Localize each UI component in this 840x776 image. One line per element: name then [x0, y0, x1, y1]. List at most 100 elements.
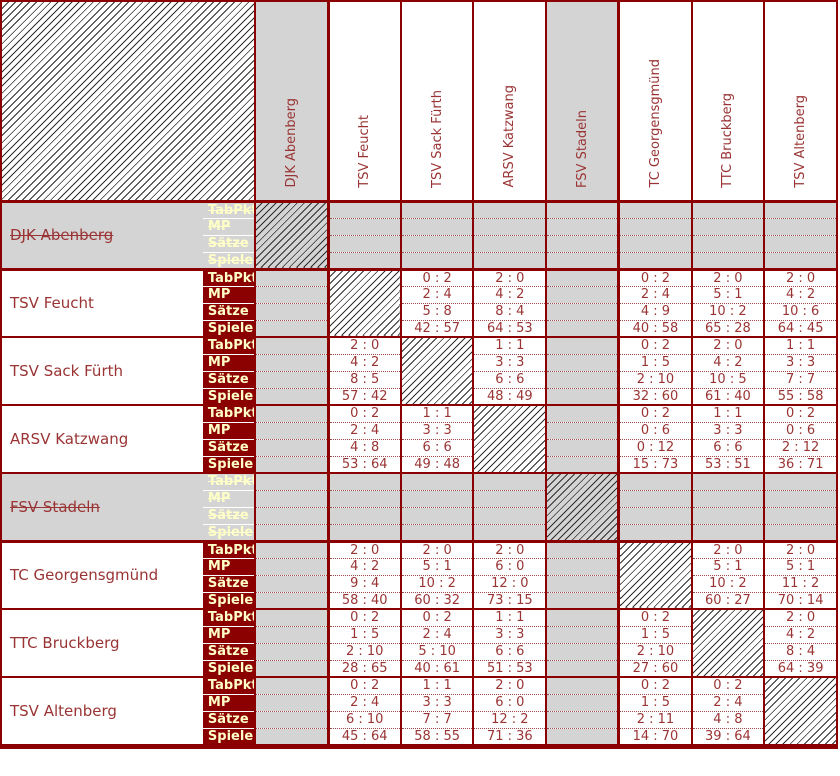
crosstable-body: DJK Abenberg TabPkt MP Sätze Spiele TSV Feuch… [1, 201, 837, 747]
team-name-label: TSV Feucht [10, 294, 94, 313]
diagonal-cell [472, 405, 547, 474]
empty-cell [545, 354, 619, 372]
metric-label-cell: Spiele [202, 320, 256, 338]
empty-cell [254, 286, 329, 304]
metric-label-cell: Sätze [202, 303, 256, 321]
empty-cell [545, 541, 619, 559]
metric-label-cell: MP [202, 422, 256, 440]
empty-cell [472, 235, 547, 253]
result-cell: 2 : 0 [690, 541, 765, 559]
result-cell: 5 : 10 [399, 643, 474, 661]
diagonal-cell [545, 473, 619, 543]
team-name-label: FSV Stadeln [10, 497, 100, 516]
empty-cell [545, 609, 619, 627]
empty-cell [472, 524, 547, 543]
crosstable-header: DJK Abenberg TSV Feucht TSV Sack Fürth ARSV… [1, 1, 837, 203]
empty-cell [763, 507, 837, 525]
team-name-cell-djk-abenberg: DJK Abenberg [1, 201, 203, 271]
result-cell: 7 : 7 [763, 371, 837, 389]
metric-label-cell: Spiele [202, 252, 256, 271]
team-name-label: TSV Altenberg [10, 701, 117, 720]
empty-cell [545, 269, 619, 287]
result-cell: 73 : 15 [472, 592, 547, 610]
empty-cell [254, 422, 329, 440]
result-cell: 2 : 4 [399, 626, 474, 644]
column-header-tc-georgensgmünd: TC Georgensgmünd [617, 1, 692, 203]
team-name-cell-tc-georgensgmünd: TC Georgensgmünd [1, 541, 203, 610]
empty-cell [254, 660, 329, 678]
empty-cell [254, 439, 329, 457]
empty-cell [326, 201, 401, 219]
empty-cell [690, 201, 765, 219]
result-cell: 32 : 60 [617, 388, 692, 406]
result-cell: 65 : 28 [690, 320, 765, 338]
diagonal-cell [254, 201, 329, 271]
empty-cell [545, 388, 619, 406]
result-cell: 5 : 1 [763, 558, 837, 576]
team-name-label: TC Georgensgmünd [10, 566, 159, 585]
empty-cell [545, 456, 619, 474]
result-cell: 3 : 3 [472, 626, 547, 644]
result-cell: 1 : 1 [399, 405, 474, 423]
result-cell: 14 : 70 [617, 728, 692, 747]
result-subrow: Spiele 45 : 64 58 : 55 71 : 36 14 : 70 39 : 6… [1, 728, 837, 747]
empty-cell [763, 201, 837, 219]
result-cell: 1 : 5 [326, 626, 401, 644]
empty-cell [254, 626, 329, 644]
metric-label-cell: TabPkt [202, 201, 256, 219]
empty-cell [545, 677, 619, 695]
result-cell: 1 : 5 [617, 354, 692, 372]
empty-cell [545, 252, 619, 271]
empty-cell [617, 524, 692, 543]
result-cell: 49 : 48 [399, 456, 474, 474]
result-cell: 0 : 2 [617, 677, 692, 695]
metric-label-cell: Spiele [202, 592, 256, 610]
empty-cell [763, 235, 837, 253]
empty-cell [254, 711, 329, 729]
result-cell: 60 : 27 [690, 592, 765, 610]
metric-label-cell: Sätze [202, 439, 256, 457]
result-subrow: FSV Stadeln TabPkt [1, 473, 837, 543]
result-cell: 0 : 2 [690, 677, 765, 695]
metric-label-cell: Spiele [202, 524, 256, 543]
metric-label-cell: MP [202, 558, 256, 576]
result-cell: 9 : 4 [326, 575, 401, 593]
result-cell: 2 : 0 [763, 541, 837, 559]
metric-label-cell: Sätze [202, 643, 256, 661]
empty-cell [254, 337, 329, 355]
result-cell: 2 : 10 [617, 643, 692, 661]
empty-cell [545, 575, 619, 593]
empty-cell [545, 218, 619, 236]
empty-cell [617, 201, 692, 219]
team-name-cell-ttc-bruckberg: TTC Bruckberg [1, 609, 203, 678]
result-cell: 40 : 58 [617, 320, 692, 338]
empty-cell [472, 507, 547, 525]
metric-label-cell: MP [202, 626, 256, 644]
empty-cell [763, 218, 837, 236]
result-cell: 12 : 2 [472, 711, 547, 729]
result-cell: 1 : 1 [399, 677, 474, 695]
result-cell: 2 : 0 [690, 337, 765, 355]
result-subrow: Spiele [1, 252, 837, 271]
result-cell: 53 : 64 [326, 456, 401, 474]
empty-cell [545, 371, 619, 389]
empty-cell [545, 643, 619, 661]
result-cell: 64 : 45 [763, 320, 837, 338]
result-cell: 4 : 2 [763, 286, 837, 304]
column-header-ttc-bruckberg: TTC Bruckberg [690, 1, 765, 203]
empty-cell [399, 524, 474, 543]
metric-label-cell: TabPkt [202, 269, 256, 287]
empty-cell [254, 558, 329, 576]
result-subrow: Sätze [1, 235, 837, 253]
empty-cell [254, 575, 329, 593]
empty-cell [254, 507, 329, 525]
result-subrow: MP [1, 490, 837, 508]
result-cell: 36 : 71 [763, 456, 837, 474]
result-subrow: Sätze [1, 507, 837, 525]
empty-cell [545, 286, 619, 304]
